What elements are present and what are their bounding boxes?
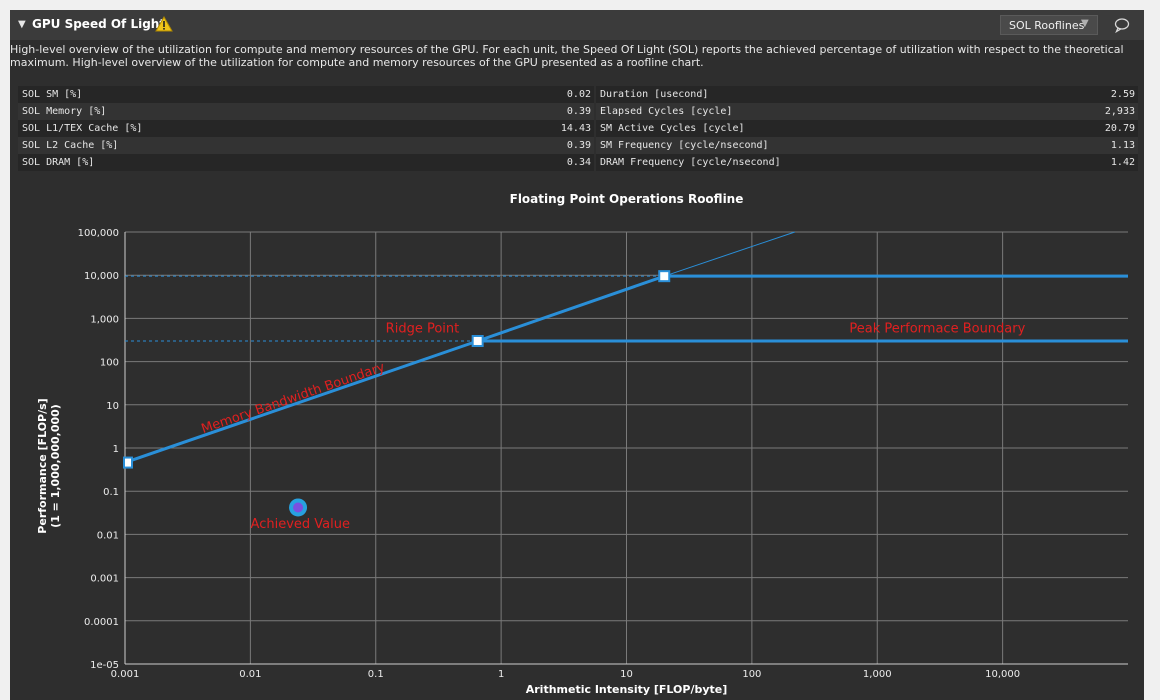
metric-label: Duration [usecond] [596, 86, 1036, 103]
metric-label: SM Frequency [cycle/nsecond] [596, 137, 1036, 154]
metric-label: Elapsed Cycles [cycle] [596, 103, 1036, 120]
metric-label: SM Active Cycles [cycle] [596, 120, 1036, 137]
peak-performance-annotation: Peak Performace Boundary [849, 322, 1025, 337]
y-tick-label: 0.01 [97, 530, 119, 541]
y-tick-label: 100 [100, 358, 119, 369]
metric-value: 0.34 [498, 154, 594, 171]
metrics-row: SOL DRAM [%] 0.34 DRAM Frequency [cycle/ns… [18, 154, 1138, 171]
y-tick-label: 1 [113, 444, 119, 455]
chevron-down-icon: ▼ [1081, 18, 1089, 29]
ridge-point-marker [658, 270, 671, 283]
ridge-point-marker [471, 334, 484, 347]
metric-value: 14.43 [498, 120, 594, 137]
metrics-table: SOL SM [%] 0.02 Duration [usecond] 2.59 SOL … [18, 86, 1138, 171]
x-tick-label: 10,000 [985, 669, 1020, 680]
metric-value: 1.13 [1036, 137, 1138, 154]
achieved-value-annotation: Achieved Value [251, 517, 350, 532]
section-header[interactable]: ▼ GPU Speed Of Light SOL Rooflines ▼ [10, 10, 1144, 40]
section-title: GPU Speed Of Light [32, 17, 166, 31]
y-tick-label: 1e-05 [90, 660, 119, 671]
metrics-row: SOL Memory [%] 0.39 Elapsed Cycles [cycle]… [18, 103, 1138, 120]
collapse-arrow-icon[interactable]: ▼ [18, 19, 26, 30]
metric-label: SOL L2 Cache [%] [18, 137, 498, 154]
x-tick-label: 100 [742, 669, 761, 680]
metric-label: DRAM Frequency [cycle/nsecond] [596, 154, 1036, 171]
metric-label: SOL Memory [%] [18, 103, 498, 120]
y-tick-label: 10 [106, 401, 119, 412]
metric-value: 20.79 [1036, 120, 1138, 137]
view-dropdown[interactable]: SOL Rooflines ▼ [1000, 15, 1098, 35]
metric-value: 0.39 [498, 103, 594, 120]
warning-icon[interactable] [155, 16, 173, 32]
x-tick-label: 1,000 [863, 669, 892, 680]
view-dropdown-value: SOL Rooflines [1009, 19, 1085, 32]
y-tick-label: 10,000 [84, 271, 119, 282]
metric-value: 0.02 [498, 86, 594, 103]
chart-title: Floating Point Operations Roofline [510, 192, 744, 206]
metric-value: 2.59 [1036, 86, 1138, 103]
start-point-marker [123, 456, 133, 469]
metric-value: 1.42 [1036, 154, 1138, 171]
gpu-speed-of-light-panel: ▼ GPU Speed Of Light SOL Rooflines ▼ Hig… [10, 10, 1144, 700]
x-tick-label: 0.1 [368, 669, 384, 680]
roofline-chart: Floating Point Operations Roofline 0.001 0… [36, 192, 1128, 696]
bandwidth-extension-line [664, 231, 795, 277]
memory-bandwidth-line [477, 274, 665, 343]
x-tick-label: 0.01 [239, 669, 261, 680]
metrics-row: SOL L2 Cache [%] 0.39 SM Frequency [cycle/… [18, 137, 1138, 154]
metric-value: 2,933 [1036, 103, 1138, 120]
metrics-row: SOL L1/TEX Cache [%] 14.43 SM Active Cycle… [18, 120, 1138, 137]
metrics-row: SOL SM [%] 0.02 Duration [usecond] 2.59 [18, 86, 1138, 103]
metric-label: SOL L1/TEX Cache [%] [18, 120, 498, 137]
metric-label: SOL SM [%] [18, 86, 498, 103]
section-description: High-level overview of the utilization f… [10, 43, 1124, 69]
x-tick-label: 10 [620, 669, 633, 680]
y-axis-label: Performance [FLOP/s] [36, 398, 49, 533]
y-tick-label: 0.001 [90, 574, 119, 585]
y-axis-sublabel: (1 = 1,000,000,000) [49, 404, 62, 528]
metric-value: 0.39 [498, 137, 594, 154]
metric-label: SOL DRAM [%] [18, 154, 498, 171]
y-tick-label: 0.0001 [84, 617, 119, 628]
y-tick-label: 1,000 [90, 314, 119, 325]
comment-icon[interactable] [1112, 15, 1132, 35]
x-tick-label: 1 [498, 669, 504, 680]
y-tick-label: 100,000 [78, 228, 119, 239]
y-tick-label: 0.1 [103, 487, 119, 498]
x-tick-label: 0.001 [111, 669, 140, 680]
memory-bandwidth-line [124, 339, 479, 464]
x-axis-label: Arithmetic Intensity [FLOP/byte] [526, 683, 728, 696]
ridge-point-annotation: Ridge Point [386, 322, 460, 337]
achieved-value-point [293, 502, 304, 513]
memory-bandwidth-annotation: Memory Bandwidth Boundary [200, 360, 388, 437]
